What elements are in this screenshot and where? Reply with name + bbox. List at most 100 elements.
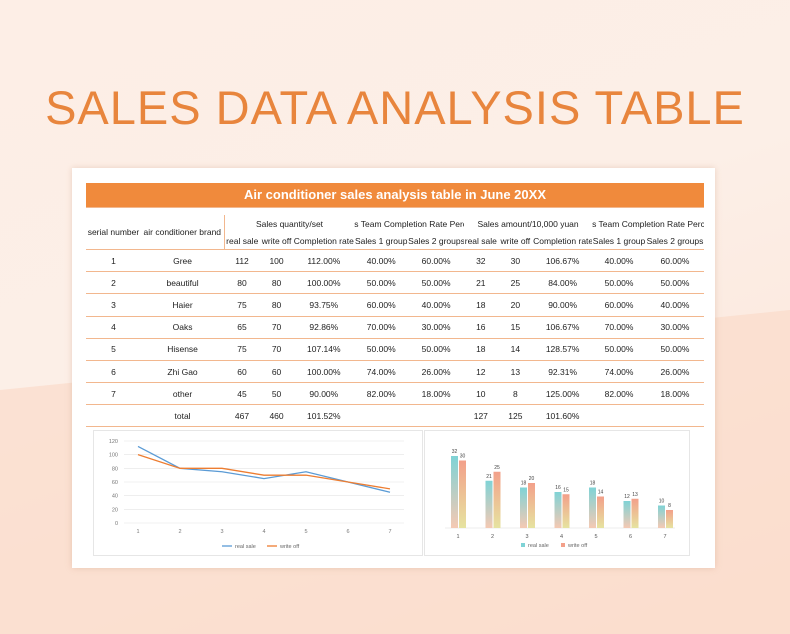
y-tick-label: 20 — [112, 507, 118, 513]
data-label: 30 — [460, 454, 466, 460]
table-row: 2 beautiful 80 80 100.00% 50.00% 50.00% 21 25 84.… — [86, 271, 704, 295]
y-tick-label: 120 — [109, 439, 118, 445]
table-cell: 60.00% — [592, 293, 646, 317]
y-tick-label: 0 — [115, 521, 118, 527]
table-cell: 90.00% — [293, 382, 355, 406]
table-cell: 30.00% — [645, 316, 704, 339]
table-cell: 106.67% — [533, 249, 593, 273]
table-cell: 92.86% — [293, 316, 355, 339]
bar-real-sale — [520, 487, 527, 528]
y-tick-label: 80 — [112, 466, 118, 472]
page-title: SALES DATA ANALYSIS TABLE — [45, 81, 745, 134]
table-row: 7 other 45 50 90.00% 82.00% 18.00% 10 8 125.00% 82… — [86, 382, 704, 406]
table-cell: 50.00% — [592, 271, 646, 295]
table-cell: 6 — [86, 360, 141, 384]
table-cell: 18.00% — [645, 382, 704, 406]
table-cell: 80 — [224, 271, 260, 295]
bar-real-sale — [485, 480, 493, 528]
table-cell: 100 — [259, 249, 294, 273]
subheader-sales-1-group-amount: Sales 1 group — [592, 232, 646, 250]
table-cell: 60 — [224, 360, 260, 384]
bar-real-sale — [623, 501, 631, 528]
table-cell: 50.00% — [354, 271, 409, 295]
bar-write-off — [562, 494, 570, 528]
table-cell: 75 — [224, 293, 260, 317]
y-tick-label: 100 — [109, 453, 118, 459]
table-cell: 107.14% — [293, 338, 355, 361]
table-cell: 12 — [464, 360, 498, 384]
y-tick-label: 40 — [112, 494, 118, 500]
table-cell: 26.00% — [645, 360, 704, 384]
total-cell: 125 — [497, 404, 534, 428]
table-cell: 4 — [86, 316, 141, 339]
table-cell: 60.00% — [354, 293, 409, 317]
table-cell: 40.00% — [645, 293, 704, 317]
total-cell — [86, 404, 141, 428]
legend-label: real sale — [528, 543, 549, 549]
table-cell: 5 — [86, 338, 141, 361]
table-cell: 100.00% — [293, 360, 355, 384]
data-label: 14 — [598, 490, 604, 496]
bar-write-off — [493, 471, 501, 528]
x-tick-label: 1 — [456, 534, 459, 540]
data-label: 18 — [521, 481, 527, 487]
data-label: 18 — [590, 481, 596, 487]
table-cell: 50.00% — [592, 338, 646, 361]
total-cell: 101.52% — [293, 404, 355, 428]
x-tick-label: 2 — [491, 534, 494, 540]
table-cell: 60 — [259, 360, 294, 384]
table-cell: 90.00% — [533, 293, 593, 317]
bar-chart-panel: 32 30 1 21 25 2 18 20 3 16 15 4 18 14 5 12 13 6 10 8 7 real s… — [424, 430, 690, 556]
table-cell: 70.00% — [354, 316, 409, 339]
data-label: 32 — [452, 449, 458, 455]
x-tick-label: 6 — [346, 529, 349, 535]
table-cell: 70.00% — [592, 316, 646, 339]
table-cell: 26.00% — [408, 360, 465, 384]
legend-swatch — [521, 543, 525, 547]
total-label: total — [140, 404, 225, 428]
table-cell: 25 — [497, 271, 534, 295]
bar-real-sale — [589, 487, 596, 528]
header-sales-quantity: Sales quantity/set — [255, 218, 324, 229]
brand-cell: Haier — [140, 293, 225, 317]
brand-cell: Oaks — [140, 316, 225, 339]
table-cell: 14 — [497, 338, 534, 361]
data-label: 16 — [555, 485, 561, 491]
table-cell: 112 — [224, 249, 260, 273]
table-cell: 1 — [86, 249, 141, 273]
table-cell: 50.00% — [354, 338, 409, 361]
data-label: 25 — [494, 465, 500, 471]
x-tick-label: 5 — [594, 534, 597, 540]
table-cell: 74.00% — [592, 360, 646, 384]
table-cell: 40.00% — [592, 249, 646, 273]
table-cell: 65 — [224, 316, 260, 339]
table-cell: 8 — [497, 382, 534, 406]
table-cell: 84.00% — [533, 271, 593, 295]
subheader-sales-2-groups: Sales 2 groups — [408, 232, 465, 250]
header-brand: air conditioner brand — [140, 215, 225, 250]
header-serial-number: serial number — [86, 215, 141, 250]
table-cell: 70 — [259, 338, 294, 361]
table-row: 4 Oaks 65 70 92.86% 70.00% 30.00% 16 15 106.67% 70… — [86, 316, 704, 339]
table-cell: 70 — [259, 316, 294, 339]
table-cell: 45 — [224, 382, 260, 406]
bar-write-off — [597, 496, 604, 528]
table-cell: 60.00% — [645, 249, 704, 273]
data-label: 20 — [529, 476, 535, 482]
data-label: 21 — [486, 474, 492, 480]
subheader-completion-rate-amount: Completion rate — [533, 232, 593, 250]
bar-write-off — [459, 460, 466, 528]
table-cell: 7 — [86, 382, 141, 406]
subheader-write-off: write off — [259, 232, 294, 250]
table-cell: 3 — [86, 293, 141, 317]
table-cell: 93.75% — [293, 293, 355, 317]
subheader-write-off-amount: write off — [497, 232, 534, 250]
bar-real-sale — [554, 492, 562, 528]
subheader-completion-rate: Completion rate — [293, 232, 355, 250]
total-cell — [645, 404, 704, 428]
table-cell: 112.00% — [293, 249, 355, 273]
bar-real-sale — [451, 456, 458, 528]
table-cell: 106.67% — [533, 316, 593, 339]
table-cell: 32 — [464, 249, 498, 273]
table-banner: Air conditioner sales analysis table in … — [86, 183, 704, 207]
